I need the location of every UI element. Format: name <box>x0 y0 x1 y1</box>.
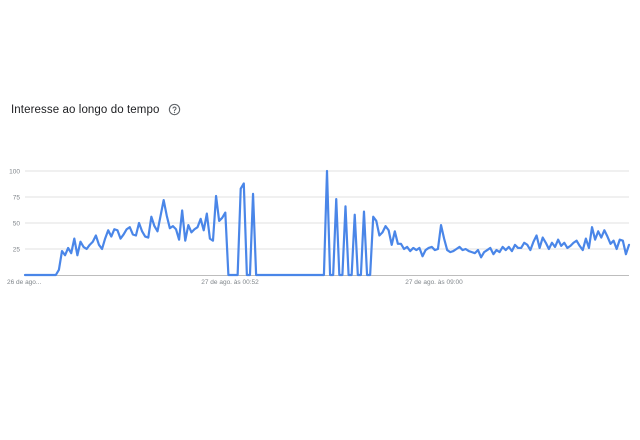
help-circle-icon[interactable] <box>168 103 181 116</box>
x-tick-label: 26 de ago... <box>7 279 42 286</box>
y-tick-label: 25 <box>13 247 21 254</box>
x-axis-ticks: 26 de ago... 27 de ago. às 00:52 27 de ago… <box>7 279 463 286</box>
x-tick-label: 27 de ago. às 09:00 <box>405 279 463 286</box>
y-axis-ticks: 25 50 75 100 <box>9 169 20 254</box>
x-tick-label: 27 de ago. às 00:52 <box>201 279 259 286</box>
series-line[interactable] <box>23 169 631 277</box>
chart-header: Interesse ao longo do tempo <box>11 103 181 116</box>
y-tick-label: 75 <box>13 195 21 202</box>
y-tick-label: 50 <box>13 221 21 228</box>
chart-title: Interesse ao longo do tempo <box>11 103 160 116</box>
y-tick-label: 100 <box>9 169 20 176</box>
